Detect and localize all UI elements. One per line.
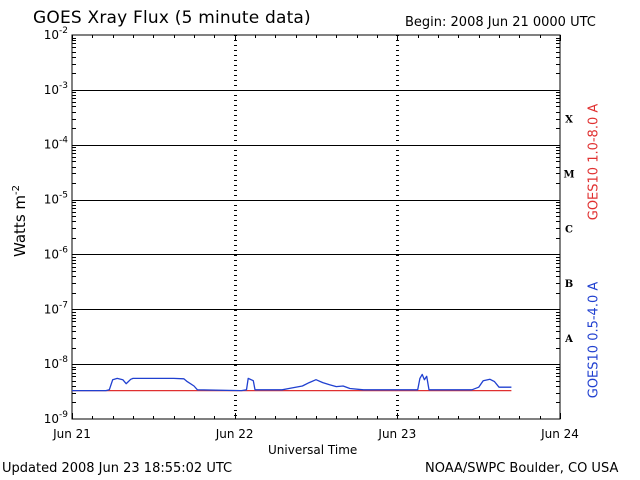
y-tick-label-base: 10 bbox=[44, 28, 59, 42]
legend-long-channel: GOES10 1.0-8.0 A bbox=[586, 103, 602, 221]
legend-short-channel: GOES10 0.5-4.0 A bbox=[586, 281, 602, 399]
y-tick-label-base: 10 bbox=[44, 83, 59, 97]
x-tick-label: Jun 24 bbox=[540, 427, 579, 441]
y-tick-label-exponent: -8 bbox=[59, 355, 68, 365]
y-tick-label: 10-9 bbox=[44, 410, 69, 426]
x-tick-label: Jun 22 bbox=[215, 427, 254, 441]
y-tick-label-base: 10 bbox=[44, 247, 59, 261]
y-axis-label: Watts m-2 bbox=[11, 185, 29, 257]
y-axis-label-base: Watts m bbox=[11, 194, 29, 258]
flare-class-label: X bbox=[565, 115, 573, 126]
flare-class-label: C bbox=[565, 224, 573, 235]
x-tick-label: Jun 23 bbox=[377, 427, 416, 441]
y-tick-label: 10-3 bbox=[44, 81, 68, 97]
begin-time: Begin: 2008 Jun 21 0000 UTC bbox=[405, 15, 596, 30]
plot-frame bbox=[71, 34, 561, 420]
y-tick-label-base: 10 bbox=[44, 138, 59, 152]
x-tick-label: Jun 21 bbox=[52, 427, 91, 441]
y-tick-label: 10-2 bbox=[44, 26, 68, 42]
y-tick-label: 10-4 bbox=[44, 136, 69, 152]
y-tick-label-base: 10 bbox=[44, 412, 59, 426]
series-line-short-channel bbox=[72, 373, 512, 392]
y-tick-label-exponent: -2 bbox=[59, 26, 68, 36]
x-axis-label: Universal Time bbox=[268, 443, 358, 457]
y-tick-label-exponent: -4 bbox=[59, 136, 68, 146]
y-axis-label-exponent: -2 bbox=[11, 184, 22, 195]
y-tick-label-exponent: -3 bbox=[59, 81, 68, 91]
y-tick-label-base: 10 bbox=[44, 302, 59, 316]
updated-timestamp: Updated 2008 Jun 23 18:55:02 UTC bbox=[2, 461, 233, 476]
y-tick-label: 10-8 bbox=[44, 355, 69, 371]
flare-class-label: M bbox=[563, 169, 574, 180]
y-tick-label: 10-5 bbox=[44, 191, 68, 207]
y-tick-label-base: 10 bbox=[44, 357, 59, 371]
data-source: NOAA/SWPC Boulder, CO USA bbox=[425, 461, 619, 476]
flare-class-label: A bbox=[564, 334, 573, 345]
y-tick-label: 10-6 bbox=[44, 245, 69, 261]
y-tick-label-exponent: -9 bbox=[59, 410, 68, 420]
flare-class-label: B bbox=[565, 279, 573, 290]
y-tick-label-exponent: -7 bbox=[59, 300, 68, 310]
chart-title: GOES Xray Flux (5 minute data) bbox=[33, 8, 311, 28]
y-tick-label: 10-7 bbox=[44, 300, 68, 316]
y-tick-label-exponent: -5 bbox=[59, 191, 68, 201]
y-tick-label-base: 10 bbox=[44, 193, 59, 207]
y-tick-label-exponent: -6 bbox=[59, 245, 68, 255]
